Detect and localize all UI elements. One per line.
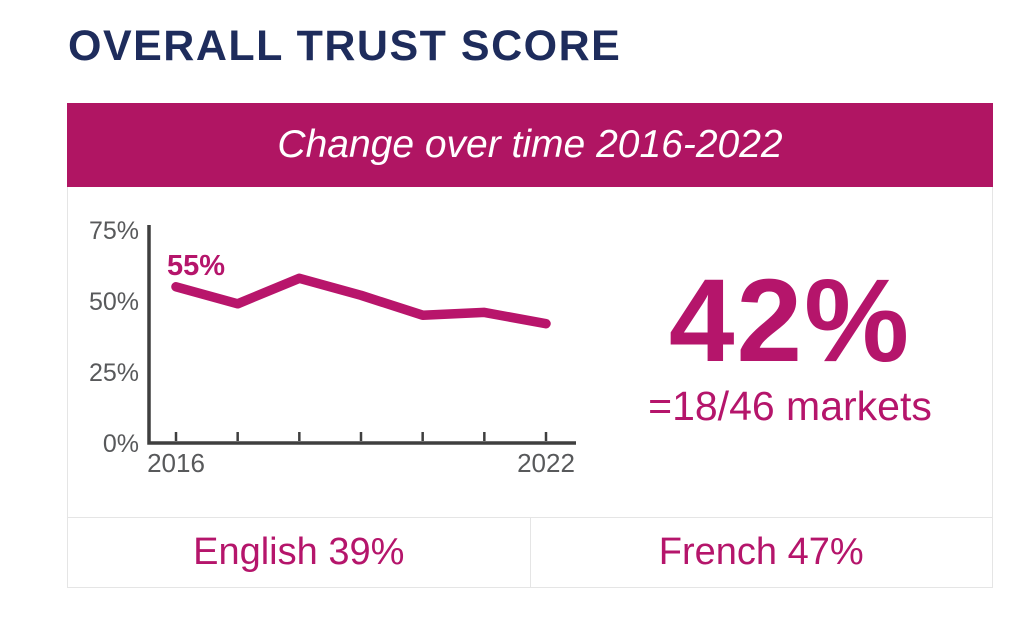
language-scores-row: English 39% French 47% bbox=[67, 517, 993, 588]
card-body: 75% 50% 25% 0% 2016 2022 55% 42% =18/46 market… bbox=[67, 187, 993, 517]
x-tick-label: 2022 bbox=[517, 448, 575, 478]
trust-line bbox=[171, 273, 551, 329]
french-trust-score: French 47% bbox=[529, 518, 993, 587]
y-tick-label: 25% bbox=[89, 359, 139, 387]
first-point-label: 55% bbox=[167, 250, 225, 282]
trust-score-value: 42% bbox=[668, 255, 912, 388]
trust-line-chart: 75% 50% 25% 0% 2016 2022 55% bbox=[68, 187, 588, 517]
y-tick-label: 75% bbox=[89, 217, 139, 245]
page-title: OVERALL TRUST SCORE bbox=[68, 22, 622, 70]
english-trust-score: English 39% bbox=[193, 531, 405, 573]
x-tick-label: 2016 bbox=[147, 448, 205, 478]
y-tick-label: 50% bbox=[89, 288, 139, 316]
chart-axes bbox=[147, 225, 576, 445]
trust-stat-panel: 42% =18/46 markets bbox=[588, 187, 992, 517]
trust-score-market-rank: =18/46 markets bbox=[648, 382, 932, 429]
trust-line-chart-svg: 75% 50% 25% 0% 2016 2022 55% bbox=[89, 217, 576, 478]
y-tick-label: 0% bbox=[103, 430, 139, 458]
trust-card: Change over time 2016-2022 75% 50% 25% 0% 20… bbox=[67, 103, 993, 588]
banner-change-over-time: Change over time 2016-2022 bbox=[67, 103, 993, 187]
